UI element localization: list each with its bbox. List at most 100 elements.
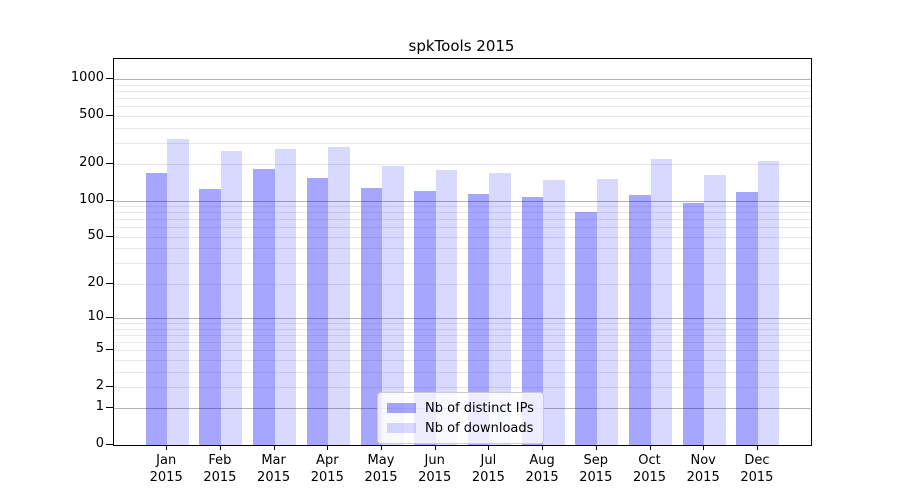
x-tick-label: Aug 2015 (525, 453, 559, 485)
y-tick-mark (106, 444, 113, 445)
minor-gridline (114, 219, 811, 221)
bar-downloads-dec (757, 160, 780, 445)
minor-gridline (114, 127, 811, 129)
chart-title: spkTools 2015 (408, 37, 515, 55)
y-tick-mark (106, 163, 113, 165)
x-tick-label: Mar 2015 (257, 453, 291, 485)
bar-downloads-feb (220, 151, 243, 445)
minor-gridline (114, 106, 811, 108)
legend-label-distinct-ips: Nb of distinct IPs (425, 400, 534, 416)
bar-downloads-may (382, 166, 404, 445)
legend-label-downloads: Nb of downloads (425, 420, 534, 436)
y-tick-mark (106, 114, 113, 116)
x-tick-label: May 2015 (364, 453, 398, 485)
minor-gridline (114, 212, 811, 214)
minor-gridline (114, 227, 811, 229)
bar-downloads-oct (650, 158, 672, 445)
bar-downloads-nov (704, 175, 726, 445)
y-tick-mark (106, 349, 113, 351)
y-tick-label: 20 (87, 274, 104, 290)
bar-downloads-jul (489, 172, 511, 445)
minor-gridline (114, 386, 811, 388)
minor-gridline (114, 84, 811, 86)
bar-distinct-ips-may (360, 187, 382, 445)
x-tick-mark (166, 445, 168, 450)
y-tick-label: 100 (79, 191, 104, 207)
bar-distinct-ips-apr (306, 177, 329, 445)
y-tick-label: 0 (95, 436, 104, 451)
y-tick-mark (106, 78, 113, 80)
y-tick-mark (106, 385, 113, 387)
minor-gridline (114, 342, 811, 343)
x-tick-label: Feb 2015 (203, 453, 237, 485)
legend-swatch-distinct-ips (387, 403, 416, 413)
y-tick-mark (106, 317, 113, 319)
minor-gridline (114, 263, 811, 265)
minor-gridline (114, 323, 811, 325)
bar-distinct-ips-mar (253, 168, 275, 445)
y-tick-label: 1 (95, 399, 104, 415)
bar-distinct-ips-dec (736, 192, 758, 445)
bar-downloads-jan (167, 138, 189, 445)
x-tick-mark (595, 445, 597, 450)
bar-downloads-sep (596, 179, 619, 445)
x-tick-label: Apr 2015 (310, 453, 344, 485)
y-tick-mark (106, 199, 113, 201)
minor-gridline (114, 283, 811, 285)
bar-downloads-apr (328, 147, 350, 445)
y-tick-mark (106, 407, 113, 409)
y-tick-label: 2 (95, 377, 104, 393)
bar-distinct-ips-aug (521, 196, 544, 445)
minor-gridline (114, 91, 811, 92)
major-gridline (114, 79, 811, 81)
y-tick-mark (106, 235, 113, 237)
x-tick-label: Jan 2015 (149, 453, 183, 485)
x-tick-label: Dec 2015 (740, 453, 774, 485)
bar-distinct-ips-jun (414, 190, 436, 445)
x-tick-mark (434, 445, 436, 450)
bar-distinct-ips-nov (682, 203, 705, 445)
x-tick-mark (756, 445, 758, 450)
minor-gridline (114, 98, 811, 100)
y-tick-label: 5 (95, 341, 104, 357)
legend-swatch-downloads (387, 423, 416, 433)
minor-gridline (114, 236, 811, 238)
x-tick-mark (542, 445, 544, 450)
y-tick-label: 50 (87, 227, 104, 243)
minor-gridline (114, 359, 811, 361)
x-tick-mark (488, 445, 490, 450)
y-tick-mark (106, 282, 113, 284)
bar-distinct-ips-oct (629, 195, 651, 445)
x-tick-mark (381, 445, 382, 450)
x-tick-label: Jul 2015 (471, 453, 505, 485)
bar-distinct-ips-feb (199, 189, 221, 445)
bar-downloads-jun (435, 169, 458, 445)
y-tick-label: 200 (79, 155, 104, 171)
major-gridline (114, 200, 811, 202)
x-tick-mark (649, 445, 651, 450)
major-gridline (114, 318, 811, 320)
y-tick-label: 500 (79, 106, 104, 122)
x-tick-mark (703, 445, 705, 450)
x-tick-mark (219, 445, 221, 450)
x-tick-label: Sep 2015 (579, 453, 613, 485)
minor-gridline (114, 164, 811, 166)
minor-gridline (114, 328, 811, 330)
x-tick-label: Nov 2015 (686, 453, 720, 485)
bar-downloads-mar (274, 148, 297, 445)
x-tick-label: Jun 2015 (418, 453, 452, 485)
bar-distinct-ips-jul (467, 193, 490, 445)
legend: Nb of distinct IPs Nb of downloads (377, 392, 544, 444)
bar-distinct-ips-sep (575, 212, 597, 445)
minor-gridline (114, 248, 811, 250)
bar-downloads-aug (543, 180, 565, 445)
x-tick-label: Oct 2015 (632, 453, 667, 485)
x-tick-mark (273, 445, 275, 450)
plot-area (113, 58, 812, 446)
minor-gridline (114, 115, 811, 117)
minor-gridline (114, 142, 811, 144)
legend-item-distinct-ips: Nb of distinct IPs (387, 398, 534, 418)
y-tick-label: 10 (87, 309, 104, 325)
minor-gridline (114, 350, 811, 352)
